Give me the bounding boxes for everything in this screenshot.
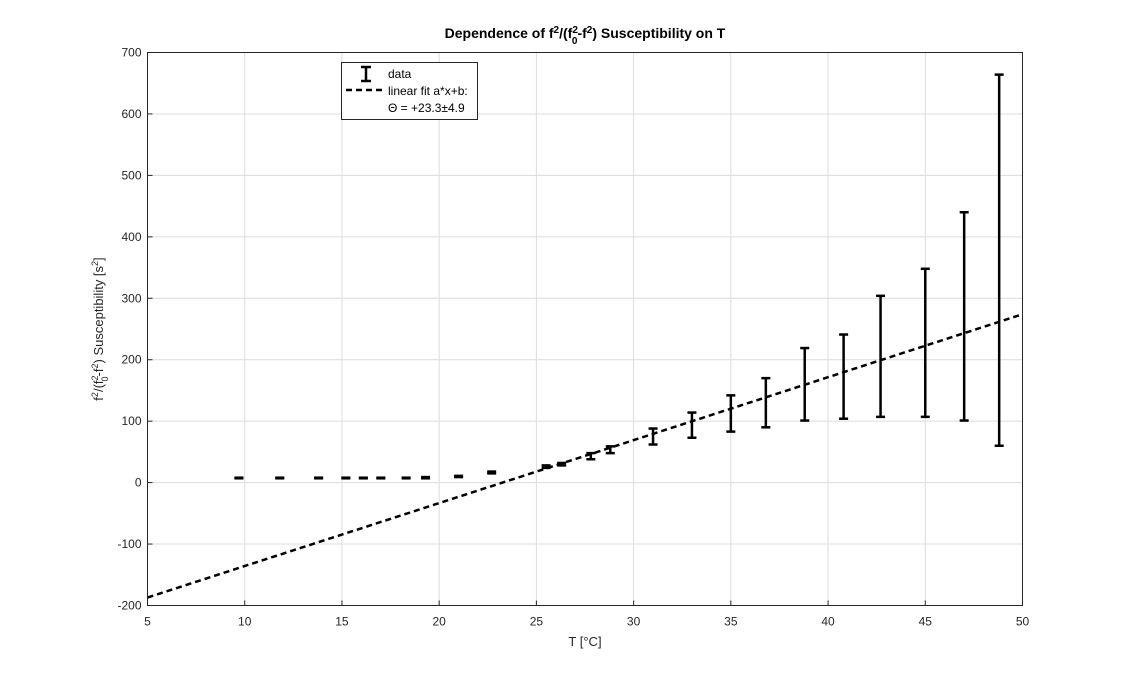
- x-tick-label: 50: [1016, 615, 1030, 629]
- error-bar: [376, 476, 386, 480]
- error-bar: [605, 445, 615, 455]
- error-bar: [876, 294, 886, 419]
- grid-lines: [147, 52, 1023, 606]
- error-bar: [541, 464, 551, 470]
- legend-data-label: data: [388, 67, 412, 81]
- error-bar: [959, 211, 969, 422]
- error-bar: [454, 474, 464, 479]
- error-bar: [401, 476, 411, 480]
- y-tick-label: 600: [121, 107, 141, 121]
- x-tick-label: 10: [238, 615, 252, 629]
- error-bar: [994, 73, 1004, 447]
- x-tick-label: 20: [432, 615, 446, 629]
- error-bar: [341, 476, 351, 480]
- error-bar: [648, 427, 658, 446]
- error-bar: [487, 470, 497, 475]
- data-layer: [234, 73, 1004, 480]
- x-tick-labels: 5 10 15 20 25 30 35 40 45 50: [144, 615, 1029, 629]
- y-tick-label: 300: [121, 291, 141, 305]
- legend-theta-label: Θ = +23.3±4.9: [388, 101, 465, 115]
- error-bar: [421, 475, 431, 480]
- error-bar: [314, 476, 324, 480]
- y-tick-label: 100: [121, 414, 141, 428]
- x-tick-label: 30: [627, 615, 641, 629]
- legend: data linear fit a*x+b: Θ = +23.3±4.9: [341, 62, 478, 120]
- y-tick-label: 700: [121, 46, 141, 60]
- y-axis-label: f2/(f20-f2) Susceptibility [s2]: [90, 257, 110, 400]
- legend-box: [341, 62, 478, 120]
- error-bar: [687, 411, 697, 440]
- error-bar: [586, 451, 596, 461]
- error-bar: [800, 346, 810, 422]
- error-bar: [761, 376, 771, 429]
- error-bar: [358, 476, 368, 480]
- x-axis-label: T [°C]: [568, 634, 601, 649]
- x-tick-label: 15: [335, 615, 349, 629]
- y-tick-labels: -200 -100 0 100 200 300 400 500 600 700: [117, 46, 141, 613]
- y-tick-label: 400: [121, 230, 141, 244]
- legend-fit-label: linear fit a*x+b:: [388, 84, 468, 98]
- y-tick-label: 0: [135, 476, 142, 490]
- y-tick-label: -100: [117, 537, 141, 551]
- error-bar: [726, 394, 736, 433]
- fit-layer: [147, 313, 1023, 599]
- error-bar: [275, 476, 285, 480]
- x-tick-label: 45: [919, 615, 933, 629]
- x-tick-label: 5: [144, 615, 151, 629]
- y-tick-label: -200: [117, 599, 141, 613]
- fit-line: [147, 313, 1023, 599]
- y-tick-label: 500: [121, 168, 141, 182]
- error-bar: [557, 461, 567, 467]
- legend-errorbar-icon: [361, 65, 371, 83]
- error-bar: [839, 333, 849, 420]
- chart-title: Dependence of f2/(f2 0-f2) Susceptibility…: [445, 25, 726, 47]
- error-bar: [234, 476, 244, 480]
- axes-box: [147, 52, 1023, 606]
- y-tick-label: 200: [121, 353, 141, 367]
- x-tick-label: 35: [724, 615, 738, 629]
- x-tick-label: 40: [821, 615, 835, 629]
- x-tick-label: 25: [530, 615, 544, 629]
- error-bar: [920, 267, 930, 419]
